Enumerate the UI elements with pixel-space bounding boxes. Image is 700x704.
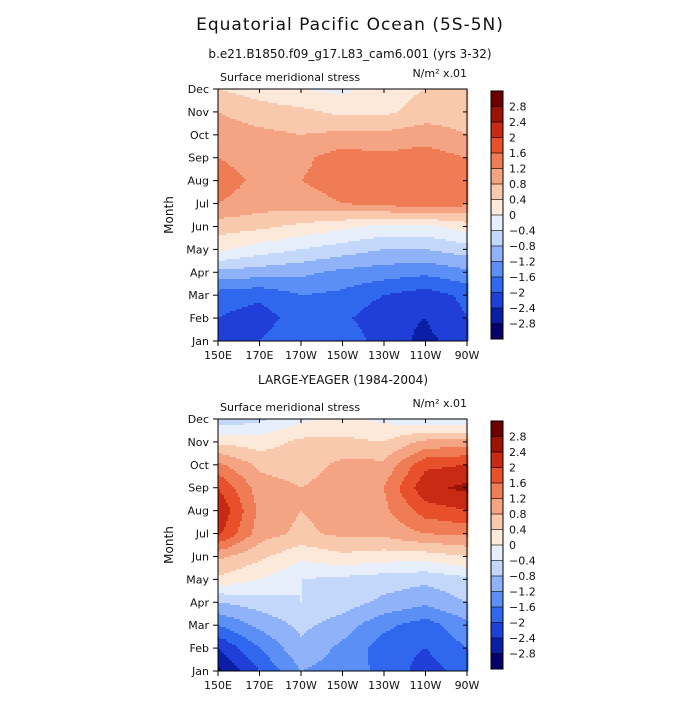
contour-field — [218, 89, 468, 341]
figure-title: Equatorial Pacific Ocean (5S-5N) — [196, 15, 504, 35]
figure-subtitle: b.e21.B1850.f09_g17.L83_cam6.001 (yrs 3-… — [208, 47, 491, 61]
chart-panel-1: JanFebMarAprMayJunJulAugSepOctNovDec150E… — [162, 67, 536, 362]
